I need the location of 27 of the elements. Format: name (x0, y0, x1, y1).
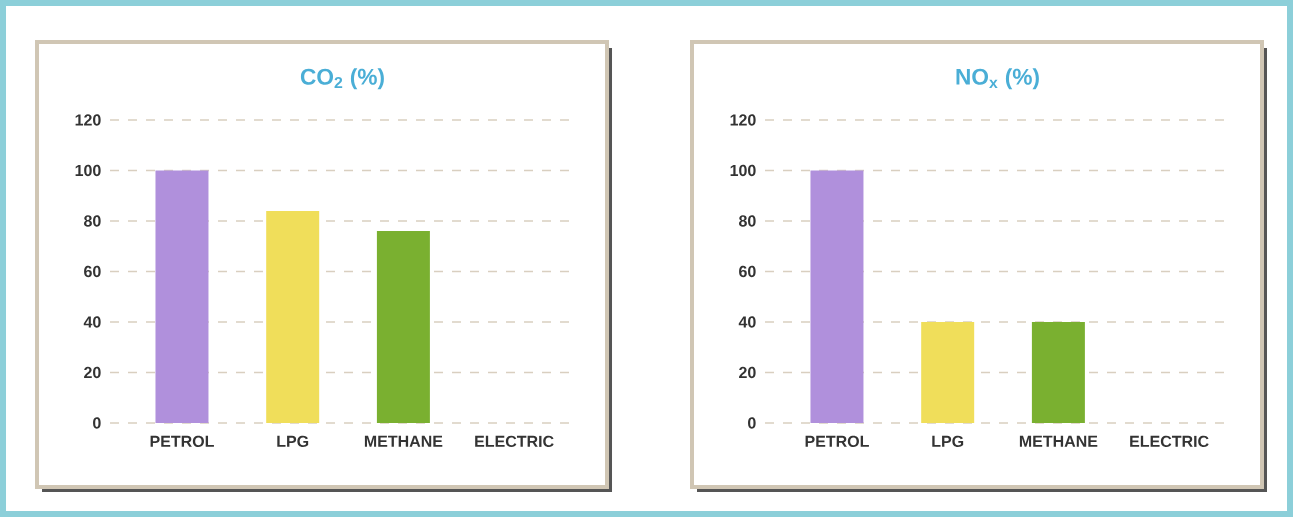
chart-title: NO$_{x}$ (%) (956, 68, 1039, 90)
x-tick-label: PETROL (150, 435, 214, 448)
y-tick-label: 120 (75, 114, 101, 126)
x-tick-label: ELECTRIC (475, 435, 554, 448)
y-tick-label: 100 (75, 164, 101, 177)
x-tick-label: LPG (932, 435, 964, 448)
x-tick-label: PETROL (805, 435, 869, 448)
bar (376, 231, 430, 423)
y-tick-label: 120 (730, 114, 756, 126)
bar (266, 210, 320, 423)
bar (155, 170, 209, 423)
y-tick-label: 0 (748, 417, 756, 429)
y-tick-label: 80 (739, 215, 756, 227)
y-tick-label: 20 (84, 366, 101, 379)
y-tick-label: 80 (84, 215, 101, 227)
x-tick-label: ELECTRIC (1130, 435, 1209, 448)
y-tick-label: 100 (730, 164, 756, 177)
y-tick-label: 60 (84, 265, 101, 278)
y-tick-label: 20 (739, 366, 756, 379)
y-tick-label: 0 (93, 417, 101, 429)
x-tick-label: METHANE (1019, 435, 1098, 447)
y-tick-label: 60 (739, 265, 756, 278)
chart-title: CO$_{2}$ (%) (300, 68, 384, 90)
x-tick-label: LPG (277, 435, 309, 448)
x-tick-label: METHANE (364, 435, 443, 447)
y-tick-label: 40 (83, 316, 101, 328)
y-tick-label: 40 (738, 316, 756, 328)
